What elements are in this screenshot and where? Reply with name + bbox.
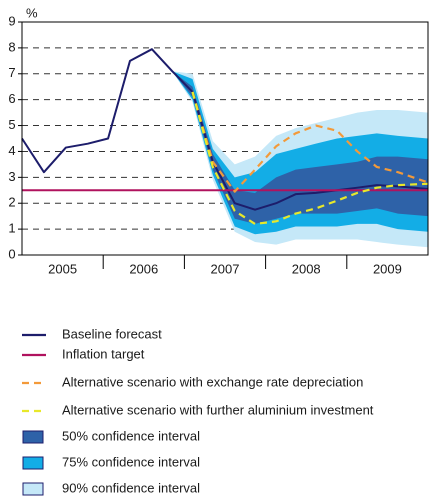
series-line — [191, 91, 429, 226]
series-line — [191, 91, 429, 193]
y-tick-label: 5 — [8, 117, 15, 132]
y-axis-label: % — [26, 5, 38, 20]
legend-label: 90% confidence interval — [62, 480, 200, 495]
y-tick-label: 4 — [8, 143, 15, 158]
confidence-band — [172, 71, 428, 224]
legend-label: 50% confidence interval — [62, 428, 200, 443]
x-tick-label: 2008 — [292, 261, 321, 276]
legend-swatch — [22, 430, 44, 444]
legend-label: Alternative scenario with exchange rate … — [62, 374, 363, 389]
legend-label: Baseline forecast — [62, 326, 162, 341]
y-tick-label: 1 — [8, 221, 15, 236]
legend-swatch — [22, 456, 44, 470]
plot-frame — [21, 21, 429, 256]
x-tick-label: 2005 — [48, 261, 77, 276]
legend-label: 75% confidence interval — [62, 454, 200, 469]
y-tick-label: 8 — [8, 39, 15, 54]
y-tick-label: 9 — [8, 13, 15, 28]
y-tick-label: 2 — [8, 195, 15, 210]
x-tick-label: 2007 — [211, 261, 240, 276]
y-tick-label: 6 — [8, 91, 15, 106]
y-tick-label: 7 — [8, 65, 15, 80]
x-tick-label: 2009 — [373, 261, 402, 276]
legend-label: Inflation target — [62, 346, 145, 361]
y-tick-label: 0 — [8, 246, 15, 261]
legend-swatch — [22, 482, 44, 496]
series-line — [21, 48, 429, 211]
y-tick-label: 3 — [8, 169, 15, 184]
legend-label: Alternative scenario with further alumin… — [62, 402, 374, 417]
x-tick-label: 2006 — [129, 261, 158, 276]
